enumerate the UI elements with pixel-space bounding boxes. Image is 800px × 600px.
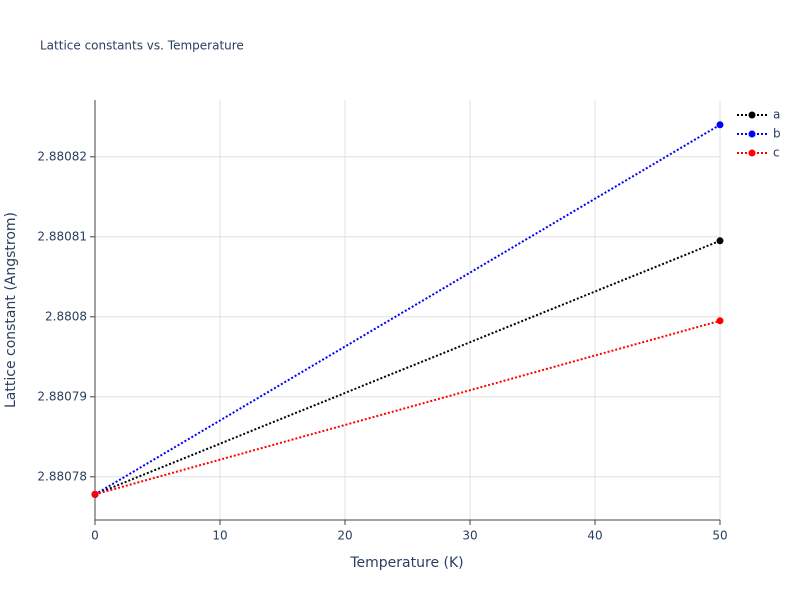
- y-tick-label: 2.88081: [37, 229, 87, 243]
- chart-title: Lattice constants vs. Temperature: [40, 39, 244, 53]
- y-axis-label: Lattice constant (Angstrom): [3, 212, 19, 408]
- data-point: [716, 317, 724, 325]
- x-tick-label: 20: [337, 529, 352, 543]
- legend-label: c: [773, 146, 780, 160]
- data-point: [716, 121, 724, 129]
- data-point: [716, 237, 724, 245]
- y-tick-label: 2.8808: [45, 309, 87, 323]
- legend-marker: [748, 149, 756, 157]
- series-line: [94, 123, 721, 496]
- series-line: [94, 239, 721, 496]
- x-tick-label: 10: [212, 529, 227, 543]
- x-axis-label: Temperature (K): [349, 555, 463, 571]
- series-line: [94, 319, 721, 496]
- legend-label: a: [773, 108, 780, 122]
- x-tick-label: 0: [91, 529, 99, 543]
- y-tick-label: 2.88078: [37, 469, 87, 483]
- y-tick-label: 2.88082: [37, 149, 87, 163]
- legend-marker: [748, 130, 756, 138]
- x-tick-label: 50: [712, 529, 727, 543]
- legend-label: b: [773, 127, 781, 141]
- data-point: [91, 490, 99, 498]
- x-tick-label: 40: [587, 529, 602, 543]
- y-tick-label: 2.88079: [37, 389, 87, 403]
- legend-marker: [748, 111, 756, 119]
- x-tick-label: 30: [462, 529, 477, 543]
